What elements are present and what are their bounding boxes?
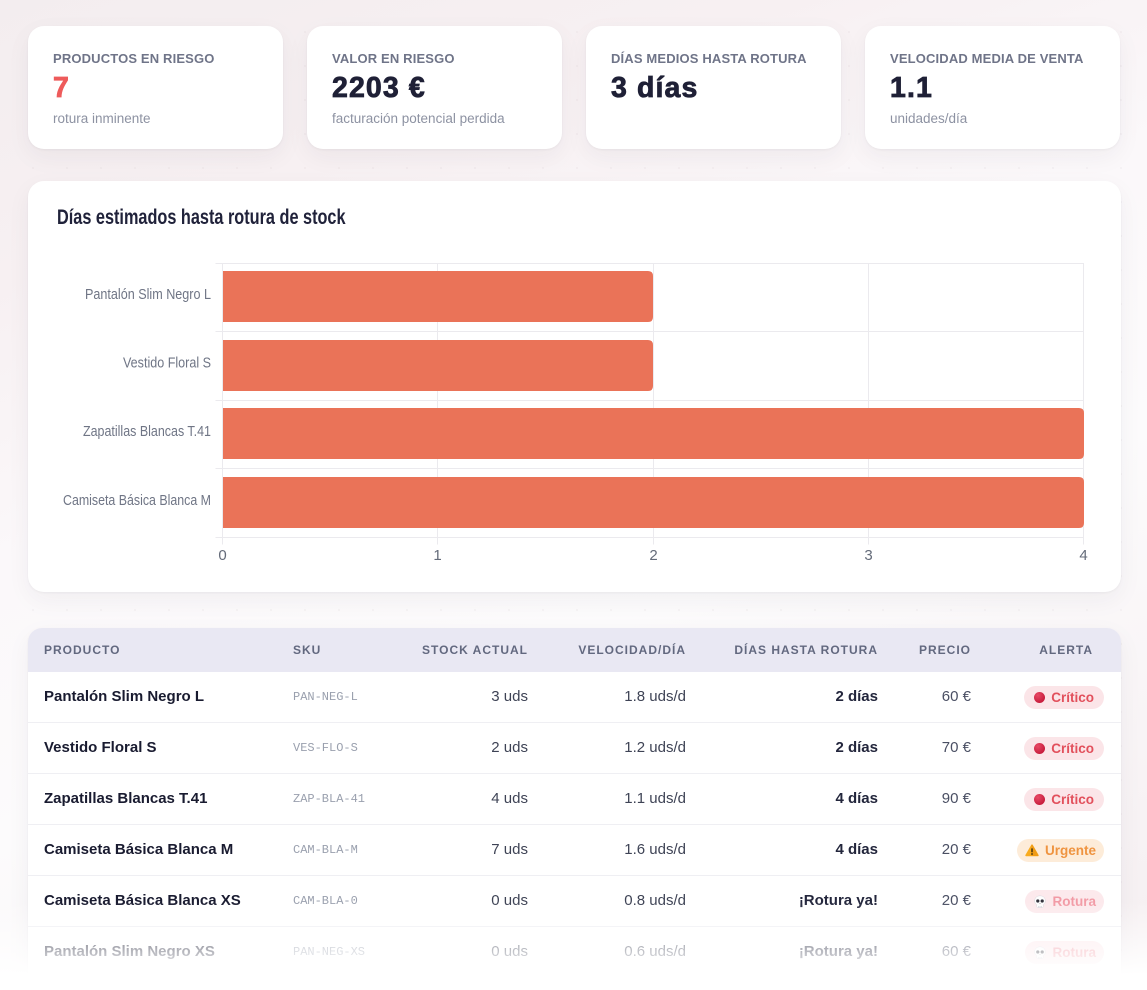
svg-text:Pantalón Slim Negro L: Pantalón Slim Negro L — [85, 286, 211, 303]
svg-text:Vestido Floral S: Vestido Floral S — [123, 355, 211, 372]
svg-text:3: 3 — [864, 547, 872, 564]
svg-text:1: 1 — [433, 547, 441, 564]
svg-text:Camiseta Básica Blanca M: Camiseta Básica Blanca M — [63, 492, 211, 509]
svg-text:4: 4 — [1079, 547, 1087, 564]
svg-text:2: 2 — [649, 547, 657, 564]
svg-text:Zapatillas Blancas T.41: Zapatillas Blancas T.41 — [83, 423, 211, 440]
svg-text:0: 0 — [218, 547, 226, 564]
